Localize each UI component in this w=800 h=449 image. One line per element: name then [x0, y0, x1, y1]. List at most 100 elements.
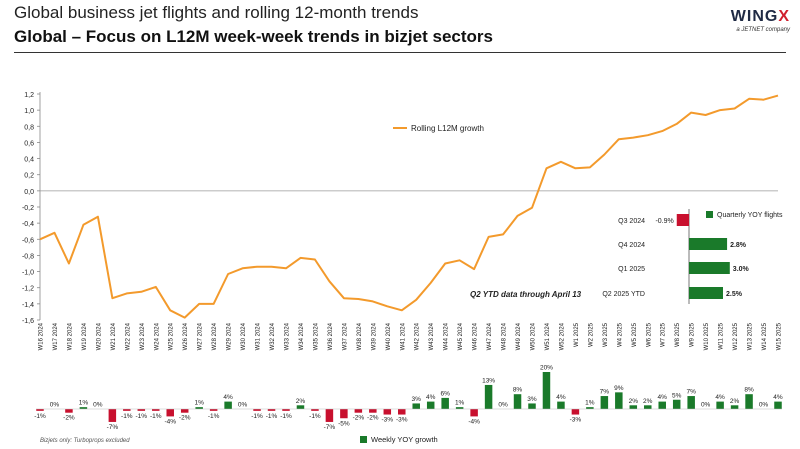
y-tick-label: -1,6 [22, 318, 34, 325]
x-tick-label: W5 2025 [632, 322, 638, 347]
weekly-yoy-label: -2% [367, 415, 379, 422]
weekly-yoy-bar [658, 401, 666, 409]
y-tick-label: -1,2 [22, 286, 34, 293]
weekly-yoy-label: 3% [527, 396, 537, 403]
q2-ytd-annotation: Q2 YTD data through April 13 [470, 290, 582, 299]
weekly-yoy-label: 0% [238, 402, 248, 409]
legend-quarterly-label: Quarterly YOY flights [717, 212, 783, 219]
weekly-yoy-bar [672, 399, 681, 409]
weekly-yoy-label: 6% [440, 390, 450, 397]
weekly-yoy-label: 5% [672, 392, 682, 399]
x-tick-label: W1 2025 [574, 322, 580, 347]
x-tick-label: W28 2024 [212, 322, 218, 350]
weekly-yoy-bar [369, 409, 377, 413]
weekly-yoy-label: -1% [266, 413, 278, 420]
weekly-yoy-label: 3% [412, 396, 422, 403]
weekly-yoy-bar [629, 405, 638, 409]
weekly-yoy-bar [586, 407, 594, 409]
weekly-yoy-bar [426, 401, 435, 409]
y-tick-label: -0,2 [22, 205, 34, 212]
quarterly-yoy-bar [689, 238, 728, 250]
y-tick-label: -0,8 [22, 253, 34, 260]
weekly-yoy-bar [36, 409, 44, 411]
weekly-yoy-bar [542, 372, 551, 409]
weekly-yoy-bar [340, 409, 348, 419]
weekly-yoy-bar [455, 407, 464, 409]
weekly-yoy-bar [716, 401, 724, 409]
weekly-yoy-bar [412, 403, 420, 409]
x-tick-label: W42 2024 [415, 322, 421, 350]
x-tick-label: W48 2024 [502, 322, 508, 350]
weekly-yoy-label: 0% [759, 402, 769, 409]
weekly-yoy-label: -2% [353, 415, 365, 422]
x-tick-label: W46 2024 [473, 322, 479, 350]
quarterly-value-label: 2.5% [726, 291, 743, 298]
weekly-yoy-label: 1% [585, 400, 595, 407]
chart-subtitle: Global – Focus on L12M week-week trends … [14, 27, 493, 46]
x-tick-label: W21 2024 [111, 322, 117, 350]
quarterly-yoy-bar [689, 262, 730, 274]
legend-quarterly-swatch [706, 211, 713, 218]
weekly-yoy-bar [354, 409, 363, 413]
y-tick-label: 0,8 [24, 124, 34, 131]
x-tick-label: W39 2024 [371, 322, 377, 350]
x-tick-label: W33 2024 [285, 322, 291, 350]
weekly-yoy-bar [311, 409, 319, 411]
weekly-yoy-label: -1% [34, 413, 46, 420]
y-tick-label: -0,6 [22, 237, 34, 244]
quarterly-value-label: 3.0% [733, 266, 750, 273]
weekly-yoy-label: 2% [643, 398, 653, 405]
x-tick-label: W6 2025 [646, 322, 652, 347]
weekly-yoy-label: 0% [93, 402, 103, 409]
weekly-yoy-label: 2% [296, 398, 306, 405]
x-tick-label: W22 2024 [125, 322, 131, 350]
weekly-yoy-bar [557, 401, 565, 409]
weekly-yoy-label: 7% [600, 389, 610, 396]
x-tick-label: W50 2024 [531, 322, 537, 350]
weekly-yoy-label: 4% [773, 394, 783, 401]
x-tick-label: W19 2024 [82, 322, 88, 350]
x-tick-label: W25 2024 [169, 322, 175, 350]
y-tick-label: -1,0 [22, 270, 34, 277]
weekly-yoy-label: -1% [280, 413, 292, 420]
weekly-yoy-label: 0% [701, 402, 711, 409]
weekly-yoy-label: 2% [629, 398, 639, 405]
y-tick-label: 1,2 [24, 92, 34, 99]
x-tick-label: W7 2025 [661, 322, 667, 347]
x-tick-label: W34 2024 [299, 322, 305, 350]
weekly-yoy-label: 4% [658, 394, 668, 401]
weekly-yoy-bar [180, 409, 189, 413]
weekly-yoy-label: 0% [50, 402, 60, 409]
weekly-yoy-label: 13% [482, 377, 495, 384]
weekly-yoy-label: 1% [79, 400, 89, 407]
y-tick-label: 1,0 [24, 108, 34, 115]
weekly-yoy-label: -4% [468, 418, 480, 425]
weekly-yoy-label: -7% [324, 424, 336, 431]
x-tick-label: W49 2024 [516, 322, 522, 350]
x-tick-label: W52 2024 [559, 322, 565, 350]
x-tick-label: W38 2024 [357, 322, 363, 350]
weekly-yoy-bar [253, 409, 261, 411]
x-tick-label: W17 2024 [53, 322, 59, 350]
weekly-yoy-bar [398, 409, 406, 415]
legend-weekly-swatch [360, 436, 367, 443]
quarterly-value-label: 2.8% [730, 242, 747, 249]
title-divider [14, 52, 786, 53]
x-tick-label: W30 2024 [241, 322, 247, 350]
x-tick-label: W51 2024 [545, 322, 551, 350]
x-tick-label: W43 2024 [429, 322, 435, 350]
x-tick-label: W24 2024 [154, 322, 160, 350]
x-tick-label: W29 2024 [227, 322, 233, 350]
logo-tagline: a JETNET company [736, 27, 790, 33]
weekly-yoy-bar [79, 407, 88, 409]
weekly-yoy-label: 4% [715, 394, 725, 401]
weekly-yoy-bar [383, 409, 392, 415]
weekly-yoy-label: 4% [223, 394, 233, 401]
x-tick-label: W47 2024 [487, 322, 493, 350]
logo-wordmark: WINGX [730, 8, 790, 25]
x-tick-label: W31 2024 [256, 322, 262, 350]
quarterly-yoy-bar [689, 287, 723, 299]
x-tick-label: W16 2024 [39, 322, 45, 350]
x-tick-label: W4 2025 [617, 322, 623, 347]
y-tick-label: 0,6 [24, 140, 34, 147]
